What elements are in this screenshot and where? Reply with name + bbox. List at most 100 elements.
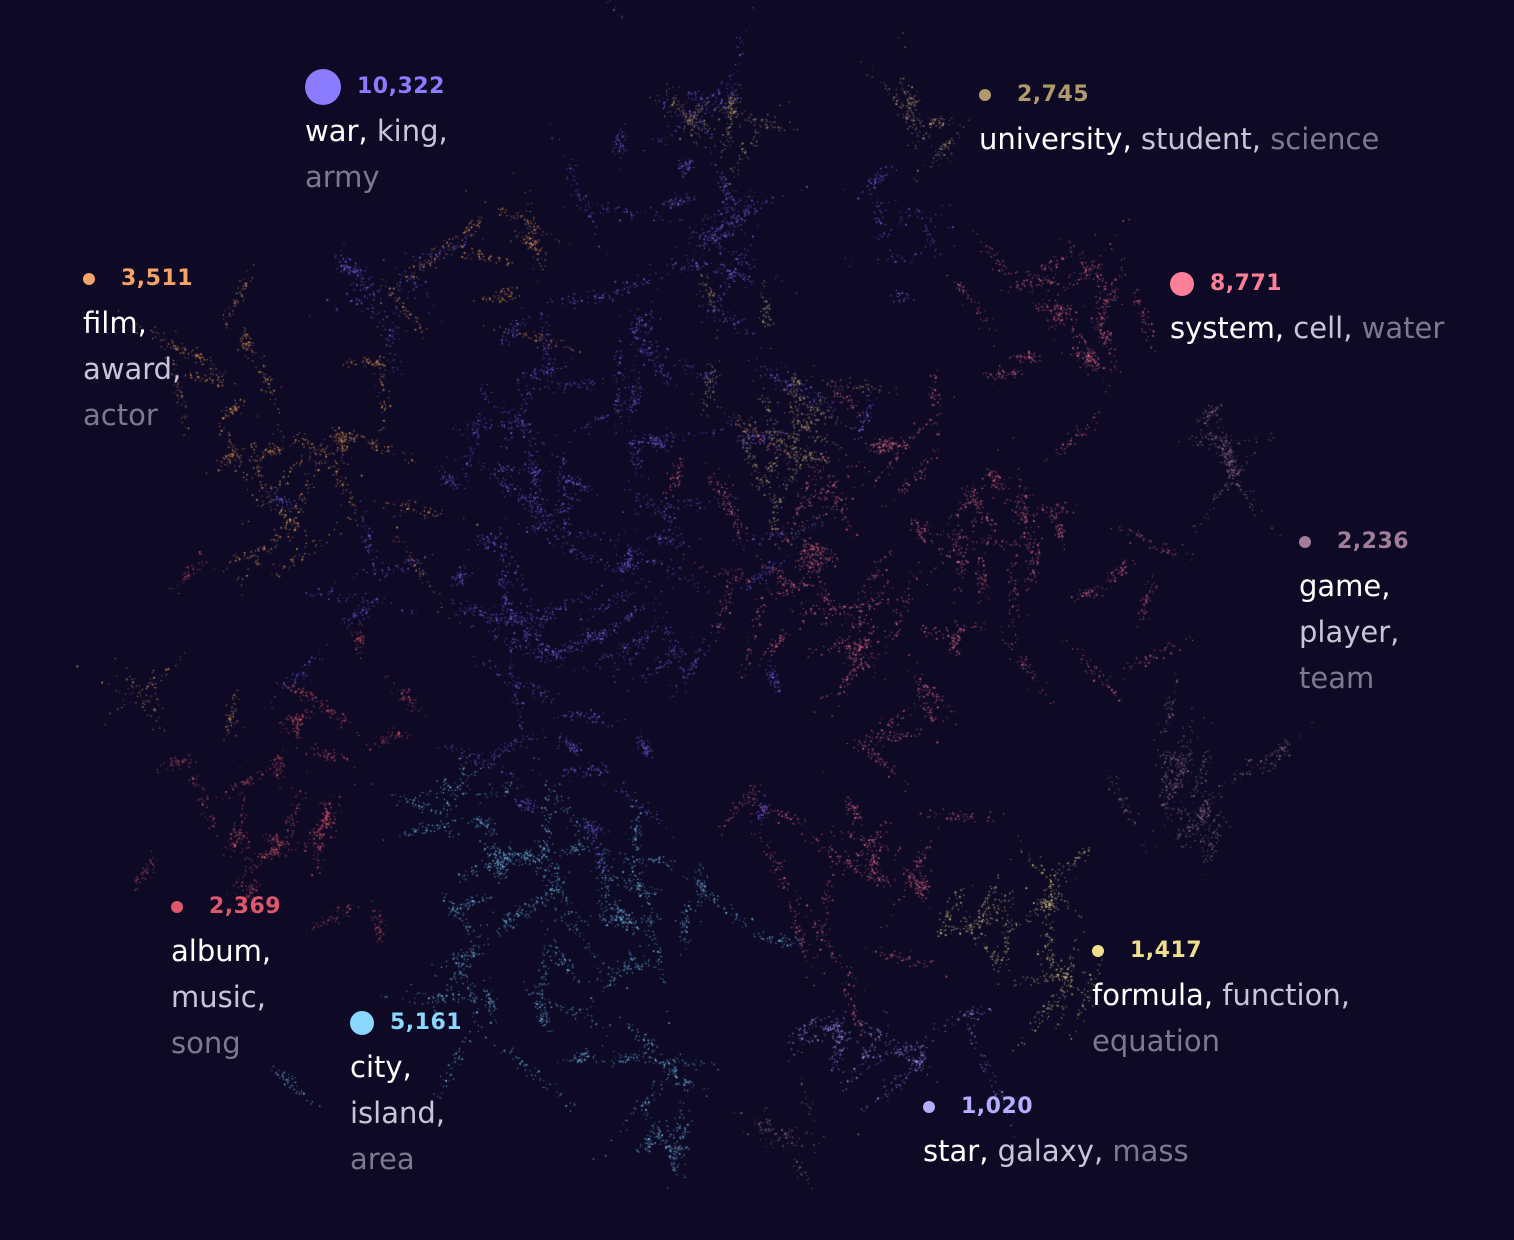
keyword-separator: , (358, 114, 377, 148)
cluster-count-row: 5,161 (350, 1006, 462, 1040)
keyword: mass (1112, 1134, 1189, 1168)
keyword-separator: , (172, 352, 182, 386)
cluster-dot-system (1170, 272, 1194, 296)
keyword: army (305, 160, 380, 194)
cluster-count: 1,417 (1130, 938, 1203, 963)
keyword: film (83, 306, 138, 340)
keyword-line: star, galaxy, mass (923, 1128, 1189, 1174)
keyword: king (376, 114, 439, 148)
cluster-dot-album (171, 901, 183, 913)
cluster-count: 2,236 (1337, 529, 1410, 554)
keyword: war (305, 114, 359, 148)
keyword-line: system, cell, water (1170, 305, 1444, 351)
keyword: water (1361, 311, 1445, 345)
cluster-keywords: university, student, science (979, 116, 1379, 162)
keyword-separator: , (1093, 1134, 1113, 1168)
cluster-dot-city (350, 1011, 374, 1035)
keyword: song (171, 1026, 241, 1060)
cluster-count-row: 2,745 (979, 78, 1379, 112)
keyword-separator: , (1122, 122, 1141, 156)
keyword: city (350, 1050, 403, 1084)
cluster-count: 5,161 (390, 1010, 463, 1035)
cluster-label-city: 5,161 city, island, area (350, 1006, 462, 1182)
cluster-count: 10,322 (357, 74, 445, 99)
cluster-keywords: war, king, army (305, 108, 448, 200)
keyword-separator: , (256, 980, 266, 1014)
keyword-separator: , (1274, 311, 1294, 345)
keyword-separator: , (1390, 615, 1400, 649)
cluster-dot-university (979, 89, 991, 101)
keyword-separator: , (1381, 569, 1391, 603)
keyword-line: music, (171, 974, 281, 1020)
keyword-separator: , (979, 1134, 998, 1168)
keyword: music (171, 980, 257, 1014)
cluster-label-formula: 1,417 formula, function, equation (1092, 934, 1350, 1064)
cluster-label-film: 3,511 film, award, actor (83, 262, 193, 438)
cluster-dot-film (83, 273, 95, 285)
keyword: equation (1092, 1024, 1220, 1058)
cluster-count-row: 8,771 (1170, 267, 1444, 301)
keyword-separator: , (1203, 978, 1223, 1012)
keyword-line: actor (83, 392, 193, 438)
keyword-line: area (350, 1136, 462, 1182)
keyword: award (83, 352, 173, 386)
keyword-line: game, (1299, 563, 1409, 609)
cluster-label-system: 8,771 system, cell, water (1170, 267, 1444, 351)
cluster-keywords: formula, function, equation (1092, 972, 1350, 1064)
keyword-separator: , (402, 1050, 412, 1084)
keyword-separator: , (137, 306, 147, 340)
cluster-label-war: 10,322 war, king, army (305, 69, 448, 200)
keyword-line: formula, function, (1092, 972, 1350, 1018)
keyword-line: team (1299, 655, 1409, 701)
keyword: island (350, 1096, 436, 1130)
keyword: university (979, 122, 1123, 156)
keyword: player (1299, 615, 1391, 649)
keyword-separator: , (1251, 122, 1271, 156)
keyword-line: player, (1299, 609, 1409, 655)
keyword-separator: , (261, 934, 272, 968)
keyword: science (1270, 122, 1380, 156)
keyword: formula (1092, 978, 1204, 1012)
cluster-label-album: 2,369 album, music, song (171, 890, 281, 1066)
cluster-keywords: game, player, team (1299, 563, 1409, 701)
keyword: function (1222, 978, 1341, 1012)
cluster-count-row: 10,322 (305, 69, 448, 105)
cluster-label-game: 2,236 game, player, team (1299, 525, 1409, 701)
keyword: area (350, 1142, 415, 1176)
keyword: game (1299, 569, 1382, 603)
keyword-line: war, king, (305, 108, 448, 154)
keyword-line: army (305, 154, 448, 200)
cluster-count-row: 1,417 (1092, 934, 1350, 968)
keyword-line: film, (83, 300, 193, 346)
cluster-dot-game (1299, 536, 1311, 548)
cluster-count-row: 3,511 (83, 262, 193, 296)
keyword-line: award, (83, 346, 193, 392)
keyword: actor (83, 398, 158, 432)
cluster-keywords: album, music, song (171, 928, 281, 1066)
cluster-keywords: star, galaxy, mass (923, 1128, 1189, 1174)
cluster-count-row: 2,369 (171, 890, 281, 924)
cluster-count-row: 2,236 (1299, 525, 1409, 559)
keyword-line: song (171, 1020, 281, 1066)
keyword-line: equation (1092, 1018, 1350, 1064)
keyword-line: city, (350, 1044, 462, 1090)
cluster-count-row: 1,020 (923, 1090, 1189, 1124)
keyword: star (923, 1134, 980, 1168)
cluster-label-star: 1,020 star, galaxy, mass (923, 1090, 1189, 1174)
keyword-separator: , (1340, 978, 1350, 1012)
keyword: cell (1293, 311, 1344, 345)
cluster-count: 2,369 (209, 894, 282, 919)
cluster-count: 1,020 (961, 1094, 1034, 1119)
cluster-keywords: city, island, area (350, 1044, 462, 1182)
cluster-keywords: film, award, actor (83, 300, 193, 438)
cluster-label-university: 2,745 university, student, science (979, 78, 1379, 162)
cluster-dot-formula (1092, 945, 1104, 957)
keyword: student (1140, 122, 1252, 156)
keyword-line: university, student, science (979, 116, 1379, 162)
keyword-separator: , (435, 1096, 446, 1130)
cluster-count: 2,745 (1017, 82, 1090, 107)
keyword-separator: , (1343, 311, 1362, 345)
keyword-line: island, (350, 1090, 462, 1136)
keyword: team (1299, 661, 1375, 695)
